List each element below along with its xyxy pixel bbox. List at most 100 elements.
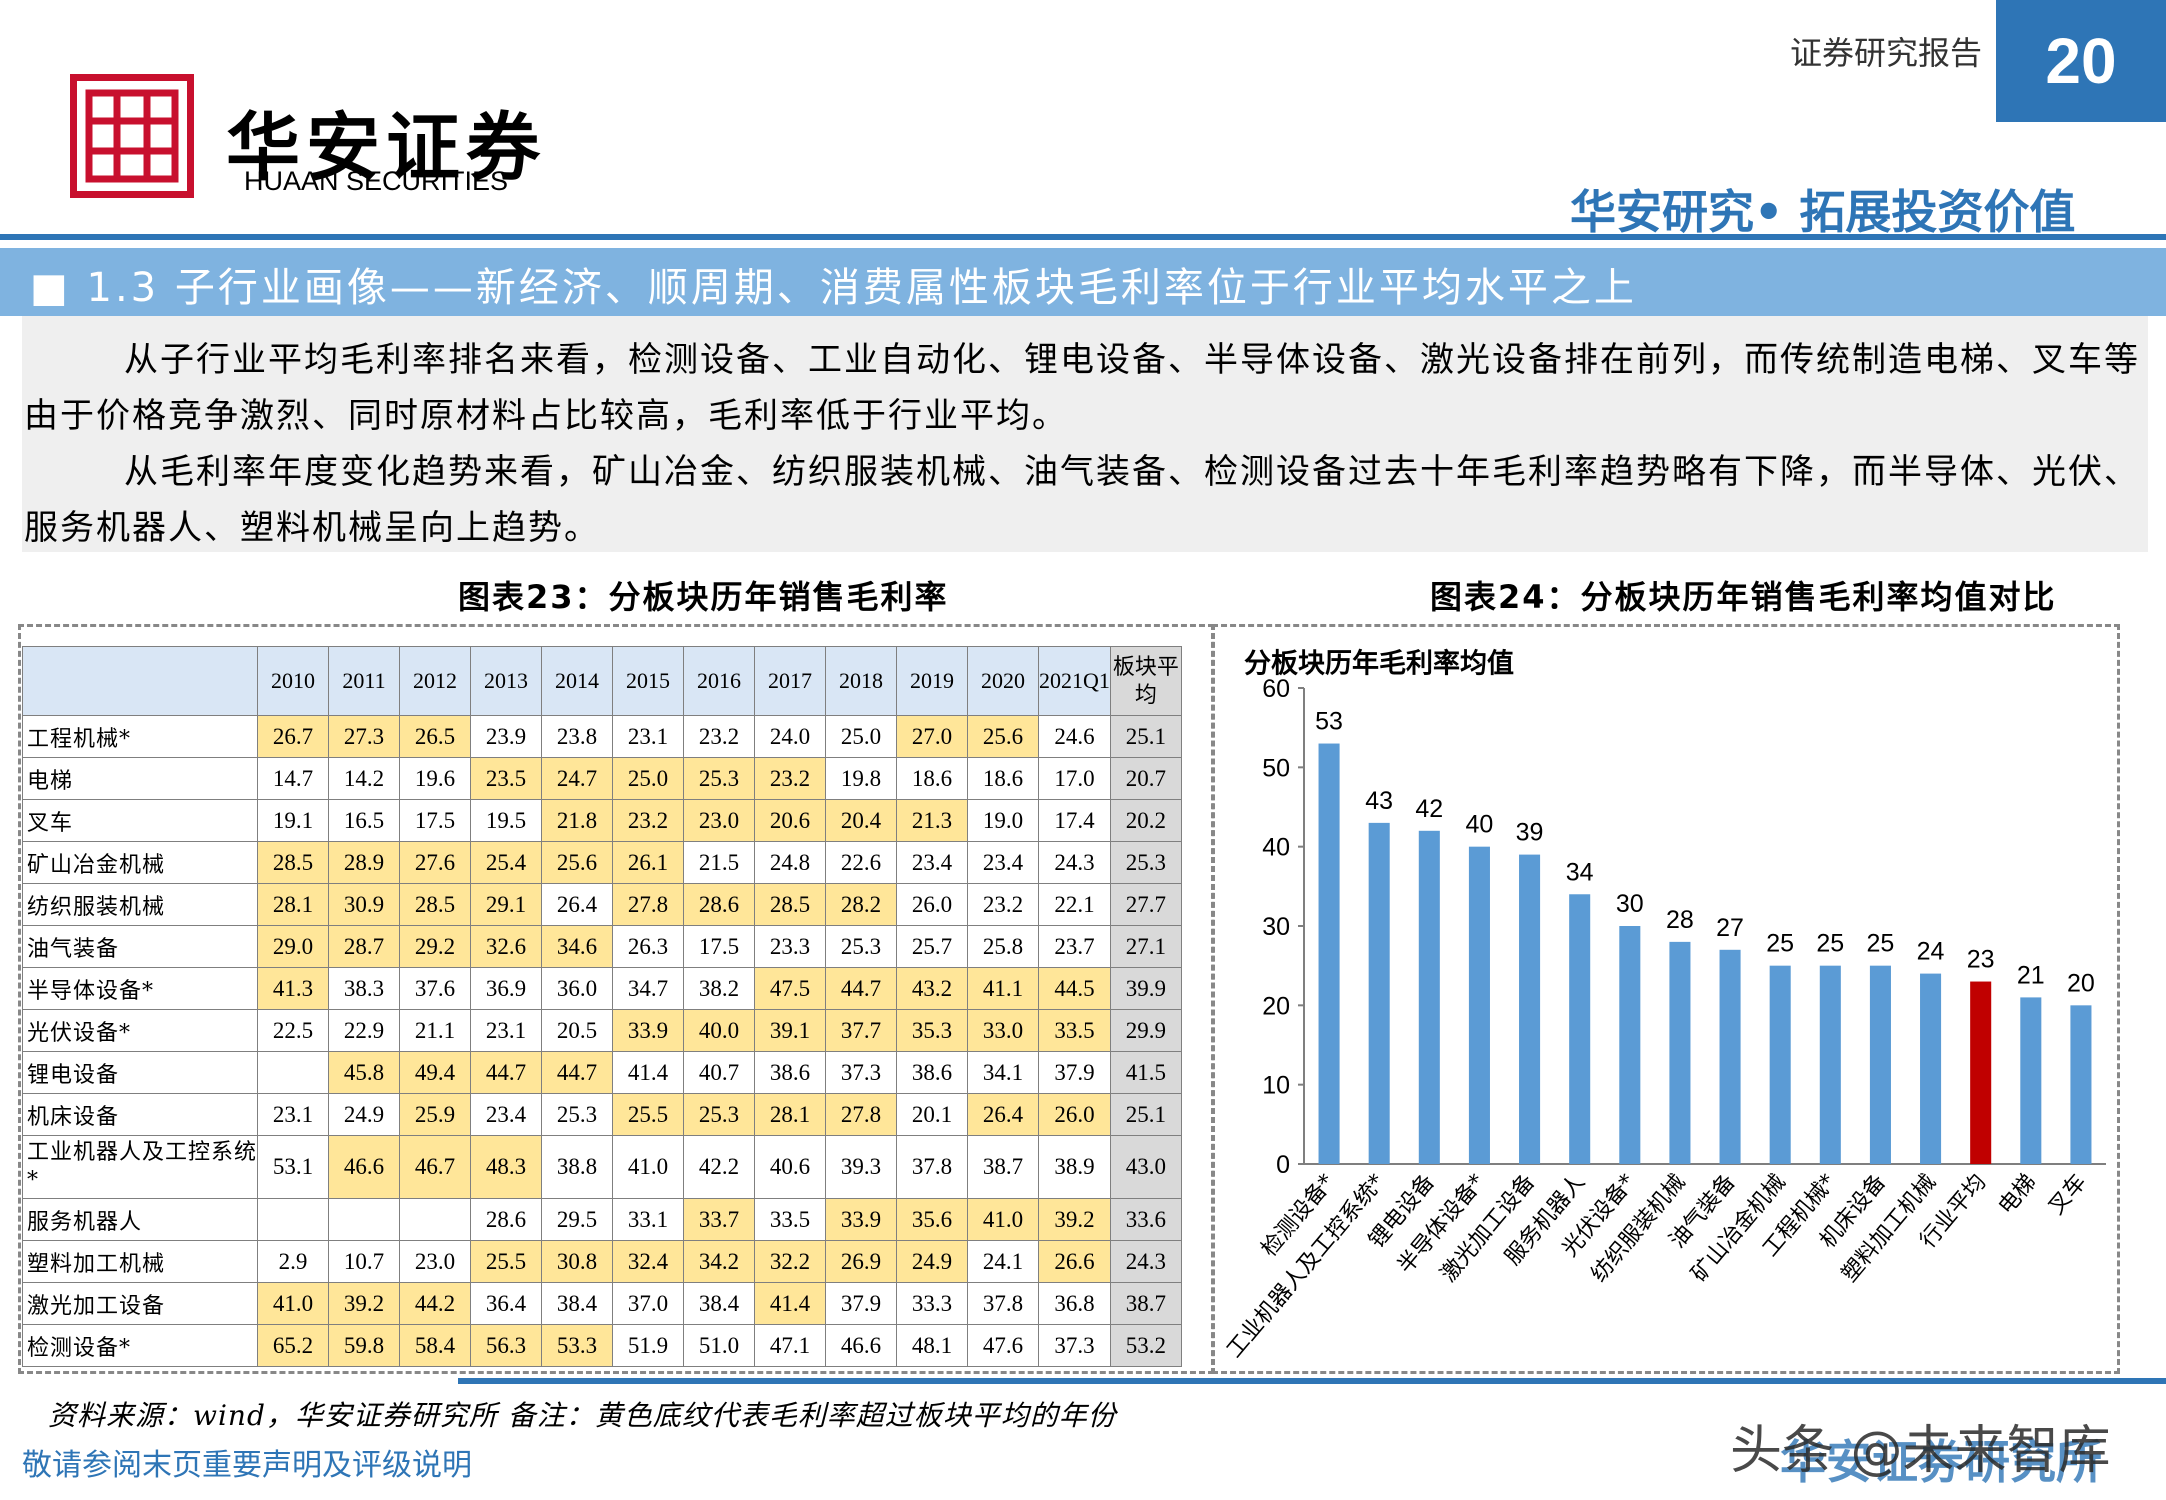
table-cell: 65.2 [257, 1324, 329, 1367]
table-cell: 56.3 [470, 1324, 542, 1367]
table-cell: 14.2 [328, 757, 400, 800]
bar-value-label: 40 [1466, 811, 1494, 839]
table-cell: 25.4 [470, 841, 542, 884]
table-cell: 36.8 [1038, 1282, 1111, 1325]
table-row: 叉车 19.1 16.5 17.5 19.5 21.8 23.2 23.0 20.6 20.4 21… [22, 799, 1182, 842]
table-cell: 20.1 [896, 1093, 968, 1136]
logo-icon [85, 89, 179, 183]
table-cell: 48.1 [896, 1324, 968, 1367]
table-cell: 23.5 [470, 757, 542, 800]
table-cell: 25.6 [541, 841, 613, 884]
table-cell: 29.0 [257, 925, 329, 968]
table-cell: 51.9 [612, 1324, 684, 1367]
bar-value-label: 42 [1415, 795, 1443, 823]
table-cell: 24.8 [754, 841, 826, 884]
table-cell: 28.6 [470, 1198, 542, 1241]
bar-value-label: 27 [1716, 914, 1744, 942]
table-cell: 24.9 [328, 1093, 400, 1136]
table-cell: 33.5 [754, 1198, 826, 1241]
table-cell: 42.2 [683, 1135, 755, 1199]
header-corner [22, 646, 258, 716]
table-cell: 14.7 [257, 757, 329, 800]
table-cell: 39.2 [1038, 1198, 1111, 1241]
table-cell: 23.1 [257, 1093, 329, 1136]
chart-plot-area: 010203040506053检测设备*43工业机器人及工控系统*42锂电设备4… [1222, 675, 2106, 1363]
table-cell: 26.1 [612, 841, 684, 884]
table-cell: 37.8 [896, 1135, 968, 1199]
table-cell: 38.2 [683, 967, 755, 1010]
bar [1869, 965, 1891, 1164]
bar-value-label: 30 [1616, 890, 1644, 918]
table-cell: 23.4 [967, 841, 1039, 884]
table-cell: 38.3 [328, 967, 400, 1010]
row-label: 光伏设备* [22, 1009, 258, 1052]
table-cell: 32.4 [612, 1240, 684, 1283]
table-cell: 47.1 [754, 1324, 826, 1367]
table-cell: 22.5 [257, 1009, 329, 1052]
table-cell: 19.6 [399, 757, 471, 800]
table-cell: 25.7 [896, 925, 968, 968]
table-cell: 25.1 [1109, 1093, 1182, 1136]
table-row: 电梯 14.7 14.2 19.6 23.5 24.7 25.0 25.3 23.2 19.8 18… [22, 757, 1182, 800]
table-cell: 25.5 [470, 1240, 542, 1283]
disclaimer-link[interactable]: 敬请参阅末页重要声明及评级说明 [22, 1448, 472, 1483]
table-cell: 27.0 [896, 715, 968, 758]
table-cell: 20.5 [541, 1009, 613, 1052]
margin-table: 2010 2011 2012 2013 2014 2015 2016 2017 2018 2019… [22, 646, 1182, 1367]
table-cell: 26.7 [257, 715, 329, 758]
row-label: 机床设备 [22, 1093, 258, 1136]
table-cell: 40.0 [683, 1009, 755, 1052]
slogan: 华安研究• 拓展投资价值 [1570, 185, 2076, 239]
table-cell: 40.6 [754, 1135, 826, 1199]
table-row: 塑料加工机械 2.9 10.7 23.0 25.5 30.8 32.4 34.2 32.2 26.… [22, 1240, 1182, 1283]
table-cell: 21.3 [896, 799, 968, 842]
bar [1769, 965, 1791, 1164]
table-cell: 24.3 [1109, 1240, 1182, 1283]
y-tick-label: 50 [1262, 754, 1290, 782]
table-cell [257, 1198, 329, 1241]
table-cell: 23.0 [683, 799, 755, 842]
bar [2020, 997, 2042, 1164]
table-cell: 29.5 [541, 1198, 613, 1241]
table-cell: 44.7 [470, 1051, 542, 1094]
table-cell: 38.6 [896, 1051, 968, 1094]
table-cell: 41.0 [967, 1198, 1039, 1241]
table-cell: 28.1 [754, 1093, 826, 1136]
table-cell: 27.8 [612, 883, 684, 926]
table-cell: 19.8 [825, 757, 897, 800]
chart-caption: 图表24：分板块历年销售毛利率均值对比 [1430, 578, 2057, 616]
bar [2070, 1005, 2092, 1164]
table-cell: 21.8 [541, 799, 613, 842]
table-cell: 39.1 [754, 1009, 826, 1052]
table-cell: 23.4 [470, 1093, 542, 1136]
margin-table-wrapper: 2010 2011 2012 2013 2014 2015 2016 2017 2018 2019… [22, 646, 1182, 1367]
table-row: 工程机械* 26.7 27.3 26.5 23.9 23.8 23.1 23.2 24.0 25.… [22, 715, 1182, 758]
table-cell: 41.0 [612, 1135, 684, 1199]
table-cell [257, 1051, 329, 1094]
table-cell: 53.2 [1109, 1324, 1182, 1367]
table-cell: 36.0 [541, 967, 613, 1010]
table-cell: 49.4 [399, 1051, 471, 1094]
chart-frame [1212, 624, 2120, 1374]
y-tick-label: 20 [1262, 992, 1290, 1020]
table-cell: 26.3 [612, 925, 684, 968]
table-cell: 19.0 [967, 799, 1039, 842]
bar [1519, 854, 1541, 1164]
report-type: 证券研究报告 [1790, 34, 1983, 72]
table-row: 激光加工设备 41.0 39.2 44.2 36.4 38.4 37.0 38.4 41.4 37… [22, 1282, 1182, 1325]
row-label: 电梯 [22, 757, 258, 800]
table-cell: 38.6 [754, 1051, 826, 1094]
table-cell: 33.9 [612, 1009, 684, 1052]
table-cell: 27.6 [399, 841, 471, 884]
table-cell: 43.0 [1109, 1135, 1182, 1199]
table-cell: 18.6 [967, 757, 1039, 800]
column-header: 2019 [896, 646, 968, 716]
table-cell: 25.9 [399, 1093, 471, 1136]
bar [1819, 965, 1841, 1164]
table-cell: 37.3 [1038, 1324, 1111, 1367]
table-row: 工业机器人及工控系统* 53.1 46.6 46.7 48.3 38.8 41.0 42.2 4… [22, 1135, 1182, 1199]
table-cell: 24.1 [967, 1240, 1039, 1283]
table-cell: 44.7 [825, 967, 897, 1010]
y-tick-label: 30 [1262, 913, 1290, 941]
bar-value-label: 25 [1867, 930, 1895, 958]
